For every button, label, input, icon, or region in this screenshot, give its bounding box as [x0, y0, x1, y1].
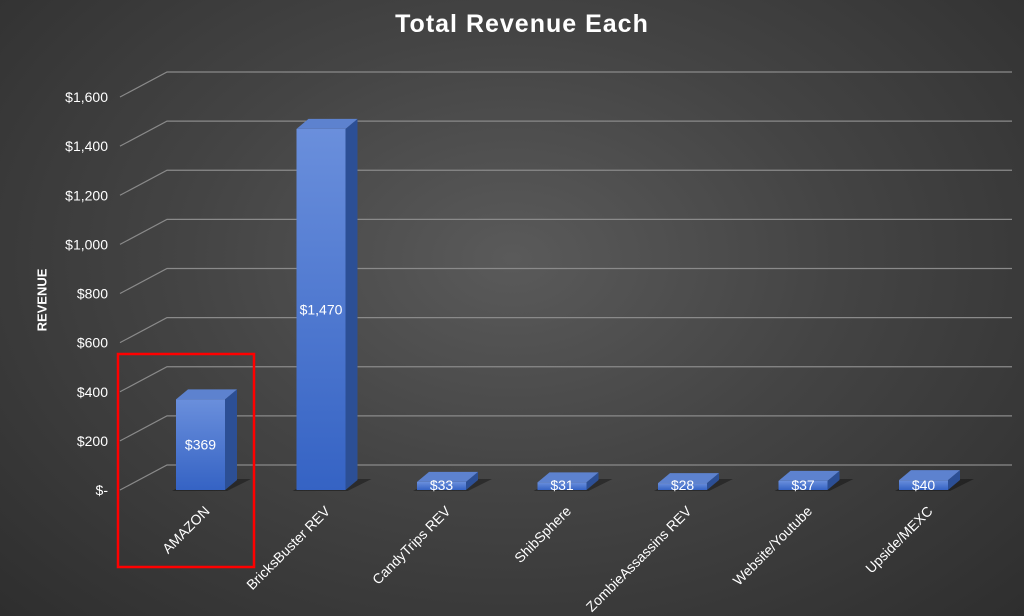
highlight-box — [116, 352, 256, 569]
gridline — [119, 218, 1012, 245]
data-label: $37 — [791, 477, 815, 493]
bar-front — [537, 482, 587, 490]
gridline — [119, 267, 1012, 295]
bar-front — [296, 128, 346, 490]
data-label: $31 — [550, 477, 574, 493]
bar-side — [827, 470, 840, 490]
bar-top — [417, 471, 478, 482]
data-label: $28 — [671, 477, 695, 493]
x-tick-label: ZombieAssassins REV — [583, 502, 695, 614]
bar-front — [778, 480, 828, 490]
x-tick-label: ShibSphere — [511, 503, 574, 566]
bar-side — [345, 118, 358, 491]
bar-top — [537, 472, 599, 483]
bar-top — [176, 389, 237, 400]
bar — [417, 471, 478, 490]
x-tick-label: Upside/MEXC — [862, 503, 935, 576]
gridline — [119, 464, 1012, 491]
gridline — [119, 120, 1012, 147]
bar-side — [707, 473, 719, 490]
data-label: $1,470 — [300, 301, 343, 317]
y-tick-label: $1,600 — [65, 89, 108, 105]
gridline — [119, 317, 1012, 344]
y-tick-labels: $- $200 $400 $600 $800 $1,000 $1,200 $1,400 $1,6… — [65, 89, 108, 498]
bar-front — [417, 481, 466, 490]
bar-front — [658, 483, 707, 490]
gridline — [119, 366, 1012, 393]
bar — [778, 470, 840, 490]
bar-top — [296, 118, 358, 129]
gridline — [119, 169, 1012, 196]
bar — [658, 473, 719, 490]
highlight-layer — [116, 352, 256, 569]
y-tick-label: $400 — [77, 384, 108, 400]
bars — [176, 118, 960, 491]
bar-side — [586, 472, 599, 490]
bar-side — [225, 389, 237, 490]
bar-side — [466, 471, 478, 490]
bar-front — [176, 399, 225, 490]
y-tick-label: $600 — [77, 335, 108, 351]
x-tick-label: BricksBuster REV — [243, 502, 333, 592]
bar — [537, 472, 599, 490]
y-tick-label: $200 — [77, 433, 108, 449]
bar — [296, 118, 358, 491]
gridlines — [119, 71, 1012, 491]
gridline — [119, 71, 1012, 98]
data-label: $33 — [430, 477, 454, 493]
y-tick-label: $1,200 — [65, 187, 108, 203]
bar-top — [658, 473, 719, 484]
data-label: $40 — [912, 477, 936, 493]
y-tick-label: $800 — [77, 286, 108, 302]
bar — [899, 470, 960, 490]
chart-title: Total Revenue Each — [395, 10, 649, 38]
x-tick-label: CandyTrips REV — [369, 502, 454, 587]
x-tick-label: Website/Youtube — [729, 503, 815, 589]
y-tick-label: $1,000 — [65, 236, 108, 252]
bar-front — [899, 480, 948, 490]
x-tick-label: AMAZON — [159, 503, 213, 557]
bar — [176, 389, 237, 490]
y-tick-label: $1,400 — [65, 138, 108, 154]
bar-side — [948, 470, 960, 490]
bar-top — [778, 470, 840, 481]
y-tick-label: $- — [96, 482, 109, 498]
gridline — [119, 415, 1012, 442]
data-labels: $369 $1,470 $33 $31 $28 $37 $40 — [185, 301, 935, 493]
data-label: $369 — [185, 437, 216, 453]
bar-top — [899, 470, 960, 481]
x-tick-labels: AMAZON BricksBuster REV CandyTrips REV Shib… — [159, 502, 936, 614]
